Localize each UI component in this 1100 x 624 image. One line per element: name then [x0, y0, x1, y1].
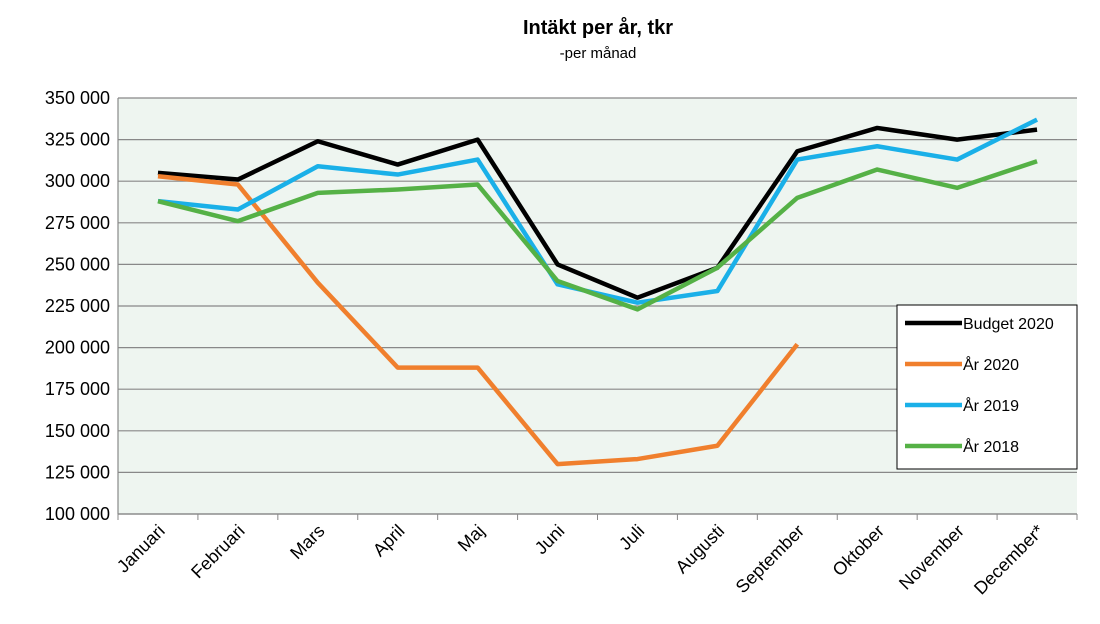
x-tick-label: Juli: [615, 521, 648, 554]
legend-label: År 2018: [963, 437, 1019, 456]
x-tick-label: Maj: [454, 521, 489, 556]
x-tick-label: Oktober: [829, 521, 888, 580]
legend-label: År 2019: [963, 396, 1019, 415]
y-tick-label: 300 000: [45, 171, 110, 191]
x-tick-label: December*: [970, 521, 1048, 599]
x-tick-label: Februari: [187, 521, 249, 583]
y-tick-label: 325 000: [45, 130, 110, 150]
y-tick-label: 125 000: [45, 462, 110, 482]
series-line: [157, 173, 800, 467]
y-tick-label: 100 000: [45, 504, 110, 524]
legend-label: Budget 2020: [963, 316, 1054, 333]
legend-box: [896, 304, 1078, 470]
legend-label: År 2020: [963, 355, 1019, 374]
chart-subtitle: -per månad: [560, 45, 637, 62]
x-tick-label: Juni: [531, 521, 568, 558]
x-tick-label: April: [369, 521, 409, 561]
x-tick-label: Augusti: [672, 521, 729, 578]
series-line: [157, 159, 1038, 312]
x-tick-label: November: [895, 521, 968, 594]
x-tick-label: Mars: [286, 521, 328, 563]
y-tick-label: 275 000: [45, 213, 110, 233]
y-tick-label: 150 000: [45, 421, 110, 441]
chart-title: Intäkt per år, tkr: [523, 16, 673, 39]
y-tick-label: 225 000: [45, 296, 110, 316]
series-line: [157, 125, 1038, 300]
y-tick-label: 200 000: [45, 338, 110, 358]
y-tick-label: 250 000: [45, 254, 110, 274]
y-tick-label: 175 000: [45, 379, 110, 399]
y-tick-label: 350 000: [45, 88, 110, 108]
x-tick-label: September: [732, 521, 808, 597]
x-tick-label: Januari: [113, 521, 169, 577]
